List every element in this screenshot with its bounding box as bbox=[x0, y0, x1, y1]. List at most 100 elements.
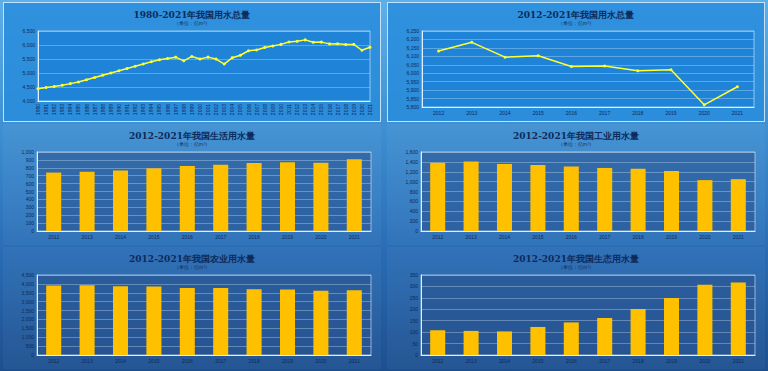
svg-text:2013: 2013 bbox=[82, 234, 93, 240]
svg-text:2020: 2020 bbox=[699, 110, 710, 116]
svg-text:150: 150 bbox=[410, 318, 419, 324]
svg-text:1984: 1984 bbox=[67, 104, 73, 115]
svg-text:2021: 2021 bbox=[733, 234, 744, 240]
svg-text:2016: 2016 bbox=[327, 104, 333, 115]
svg-text:2012-2021年我国用水总量: 2012-2021年我国用水总量 bbox=[518, 10, 635, 20]
svg-text:4,000: 4,000 bbox=[21, 281, 34, 287]
svg-text:2013: 2013 bbox=[466, 110, 477, 116]
svg-text:6,250: 6,250 bbox=[406, 28, 419, 34]
svg-text:2007: 2007 bbox=[254, 104, 260, 115]
svg-text:2019: 2019 bbox=[351, 104, 357, 115]
svg-text:2012-2021年我国生态用水量: 2012-2021年我国生态用水量 bbox=[513, 254, 639, 264]
svg-text:2016: 2016 bbox=[182, 358, 193, 364]
svg-text:2012: 2012 bbox=[48, 234, 59, 240]
svg-text:2020: 2020 bbox=[315, 234, 326, 240]
svg-text:200: 200 bbox=[410, 306, 419, 312]
svg-text:1980: 1980 bbox=[35, 104, 41, 115]
svg-text:1983: 1983 bbox=[59, 104, 65, 115]
svg-text:2015: 2015 bbox=[533, 110, 544, 116]
svg-text:（单位：亿m³）: （单位：亿m³） bbox=[558, 264, 595, 270]
svg-text:2021: 2021 bbox=[349, 358, 360, 364]
svg-text:6,000: 6,000 bbox=[22, 42, 35, 48]
svg-text:900: 900 bbox=[26, 157, 35, 163]
svg-text:300: 300 bbox=[26, 204, 35, 210]
svg-text:2015: 2015 bbox=[318, 104, 324, 115]
svg-text:2019: 2019 bbox=[282, 234, 293, 240]
svg-text:2012: 2012 bbox=[294, 104, 300, 115]
svg-text:6,000: 6,000 bbox=[406, 70, 419, 76]
svg-text:2016: 2016 bbox=[566, 234, 577, 240]
svg-text:5,850: 5,850 bbox=[406, 96, 419, 102]
svg-text:1,000: 1,000 bbox=[21, 149, 34, 155]
svg-text:5,950: 5,950 bbox=[406, 79, 419, 85]
svg-text:1987: 1987 bbox=[92, 104, 98, 115]
svg-text:200: 200 bbox=[26, 212, 35, 218]
svg-text:2000: 2000 bbox=[197, 104, 203, 115]
svg-text:2012: 2012 bbox=[48, 358, 59, 364]
svg-text:400: 400 bbox=[26, 196, 35, 202]
svg-text:300: 300 bbox=[410, 283, 419, 289]
svg-text:2014: 2014 bbox=[499, 358, 510, 364]
svg-text:2015: 2015 bbox=[532, 358, 543, 364]
svg-text:1988: 1988 bbox=[100, 104, 106, 115]
svg-text:2,000: 2,000 bbox=[21, 316, 34, 322]
svg-text:5,500: 5,500 bbox=[22, 56, 35, 62]
svg-text:1,000: 1,000 bbox=[21, 334, 34, 340]
svg-text:2012-2021年我国生活用水量: 2012-2021年我国生活用水量 bbox=[129, 131, 255, 141]
svg-text:2012: 2012 bbox=[432, 234, 443, 240]
svg-text:2015: 2015 bbox=[532, 234, 543, 240]
svg-text:2014: 2014 bbox=[499, 110, 510, 116]
svg-text:2012: 2012 bbox=[433, 110, 444, 116]
svg-text:800: 800 bbox=[26, 165, 35, 171]
svg-text:2014: 2014 bbox=[115, 358, 126, 364]
svg-text:0: 0 bbox=[31, 352, 34, 358]
svg-text:2017: 2017 bbox=[599, 110, 610, 116]
svg-text:1991: 1991 bbox=[124, 104, 130, 115]
svg-text:6,200: 6,200 bbox=[406, 36, 419, 42]
svg-text:0: 0 bbox=[415, 352, 418, 358]
svg-text:2017: 2017 bbox=[599, 358, 610, 364]
svg-text:1,200: 1,200 bbox=[405, 169, 418, 175]
svg-text:3,500: 3,500 bbox=[21, 290, 34, 296]
svg-text:250: 250 bbox=[410, 295, 419, 301]
svg-text:2001: 2001 bbox=[205, 104, 211, 115]
svg-text:2019: 2019 bbox=[666, 358, 677, 364]
svg-text:2015: 2015 bbox=[148, 234, 159, 240]
svg-text:2017: 2017 bbox=[335, 104, 341, 115]
svg-text:2005: 2005 bbox=[237, 104, 243, 115]
svg-text:2018: 2018 bbox=[632, 110, 643, 116]
svg-text:500: 500 bbox=[26, 343, 35, 349]
svg-text:400: 400 bbox=[410, 208, 419, 214]
svg-text:（单位：亿m³）: （单位：亿m³） bbox=[174, 264, 211, 270]
svg-text:4,000: 4,000 bbox=[22, 98, 35, 104]
svg-text:（单位：亿m³）: （单位：亿m³） bbox=[174, 20, 211, 26]
svg-text:2020: 2020 bbox=[359, 104, 365, 115]
svg-text:2,500: 2,500 bbox=[21, 308, 34, 314]
svg-text:2018: 2018 bbox=[343, 104, 349, 115]
svg-text:（单位：亿m³）: （单位：亿m³） bbox=[558, 20, 595, 26]
svg-text:600: 600 bbox=[410, 198, 419, 204]
svg-text:1990: 1990 bbox=[116, 104, 122, 115]
svg-text:2016: 2016 bbox=[566, 110, 577, 116]
svg-text:1986: 1986 bbox=[84, 104, 90, 115]
svg-text:2008: 2008 bbox=[262, 104, 268, 115]
svg-text:2004: 2004 bbox=[229, 104, 235, 115]
svg-text:5,000: 5,000 bbox=[22, 70, 35, 76]
svg-text:4,500: 4,500 bbox=[22, 84, 35, 90]
svg-text:2014: 2014 bbox=[115, 234, 126, 240]
svg-text:（单位：亿m³）: （单位：亿m³） bbox=[558, 141, 595, 147]
svg-text:2018: 2018 bbox=[249, 358, 260, 364]
svg-text:1985: 1985 bbox=[75, 104, 81, 115]
svg-text:500: 500 bbox=[26, 189, 35, 195]
svg-text:2020: 2020 bbox=[699, 234, 710, 240]
svg-text:0: 0 bbox=[415, 228, 418, 234]
svg-text:100: 100 bbox=[26, 220, 35, 226]
svg-text:5,900: 5,900 bbox=[406, 87, 419, 93]
svg-text:2021: 2021 bbox=[349, 234, 360, 240]
svg-text:1994: 1994 bbox=[148, 104, 154, 115]
svg-text:600: 600 bbox=[26, 181, 35, 187]
svg-text:100: 100 bbox=[410, 329, 419, 335]
svg-text:2021: 2021 bbox=[733, 358, 744, 364]
svg-text:2012: 2012 bbox=[432, 358, 443, 364]
svg-text:3,000: 3,000 bbox=[21, 299, 34, 305]
